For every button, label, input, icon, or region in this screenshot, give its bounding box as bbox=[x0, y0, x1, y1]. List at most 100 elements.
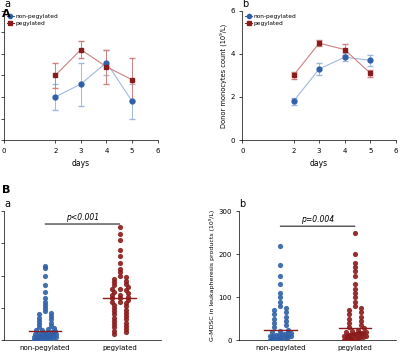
Point bbox=[277, 290, 284, 296]
Point bbox=[285, 334, 292, 340]
Point bbox=[42, 263, 48, 269]
Point bbox=[122, 287, 129, 293]
Point bbox=[36, 336, 43, 342]
Point bbox=[272, 336, 278, 342]
Point bbox=[116, 237, 123, 243]
Point bbox=[42, 305, 48, 311]
Legend: non-pegylated, pegylated: non-pegylated, pegylated bbox=[7, 14, 58, 26]
Text: b: b bbox=[242, 0, 248, 9]
Point bbox=[110, 328, 117, 333]
Point bbox=[344, 337, 350, 342]
Point bbox=[48, 310, 54, 316]
Point bbox=[352, 299, 358, 304]
Point bbox=[271, 307, 278, 313]
Point bbox=[122, 307, 129, 312]
Point bbox=[341, 337, 348, 343]
Point bbox=[38, 330, 45, 336]
Point bbox=[47, 335, 54, 341]
Point bbox=[288, 333, 294, 339]
Point bbox=[346, 316, 352, 322]
Point bbox=[36, 321, 42, 327]
Point bbox=[110, 324, 117, 330]
Point bbox=[352, 264, 358, 270]
Point bbox=[122, 320, 129, 325]
Point bbox=[274, 336, 281, 341]
Point bbox=[52, 334, 59, 340]
Point bbox=[31, 334, 38, 340]
Point bbox=[280, 335, 286, 341]
Point bbox=[352, 335, 358, 341]
Point bbox=[277, 299, 284, 304]
Point bbox=[358, 318, 364, 324]
Point bbox=[346, 332, 352, 338]
Point bbox=[343, 333, 350, 338]
Point bbox=[116, 266, 123, 272]
Point bbox=[108, 295, 115, 301]
Point bbox=[352, 290, 358, 296]
Point bbox=[52, 328, 58, 334]
Point bbox=[271, 316, 278, 322]
Point bbox=[362, 333, 369, 339]
Point bbox=[270, 333, 276, 338]
Point bbox=[48, 320, 54, 325]
Point bbox=[122, 281, 129, 287]
Point bbox=[283, 322, 290, 328]
Point bbox=[282, 334, 289, 340]
Point bbox=[122, 310, 129, 316]
Point bbox=[124, 284, 131, 290]
Point bbox=[278, 331, 285, 337]
Point bbox=[122, 303, 129, 309]
Point bbox=[110, 279, 117, 285]
Point bbox=[360, 330, 366, 336]
Text: A: A bbox=[2, 9, 11, 19]
Point bbox=[46, 332, 52, 338]
Point bbox=[51, 325, 57, 331]
Point bbox=[116, 292, 123, 298]
Point bbox=[35, 331, 42, 336]
Point bbox=[124, 297, 131, 303]
Point bbox=[349, 328, 355, 334]
Point bbox=[42, 336, 48, 342]
Point bbox=[355, 331, 362, 336]
X-axis label: days: days bbox=[72, 159, 90, 168]
Text: p<0.001: p<0.001 bbox=[66, 214, 99, 222]
Point bbox=[41, 333, 47, 339]
Point bbox=[352, 260, 358, 266]
Point bbox=[110, 312, 117, 317]
Point bbox=[355, 327, 361, 332]
Point bbox=[116, 260, 123, 266]
Point bbox=[277, 335, 284, 341]
Point bbox=[277, 273, 284, 279]
Point bbox=[352, 230, 358, 236]
Point bbox=[352, 294, 358, 300]
Text: a: a bbox=[4, 0, 10, 9]
Point bbox=[36, 315, 42, 321]
Point bbox=[277, 281, 284, 287]
Point bbox=[341, 333, 347, 339]
Point bbox=[122, 313, 129, 319]
Point bbox=[346, 312, 352, 317]
Point bbox=[116, 224, 123, 230]
Point bbox=[358, 314, 364, 320]
Point bbox=[352, 269, 358, 274]
Point bbox=[354, 335, 361, 341]
Point bbox=[122, 323, 129, 329]
Point bbox=[108, 292, 115, 298]
Point bbox=[346, 324, 352, 330]
Point bbox=[357, 334, 364, 340]
Point bbox=[48, 313, 54, 319]
Point bbox=[110, 315, 117, 321]
Point bbox=[283, 310, 290, 315]
Point bbox=[352, 286, 358, 291]
Y-axis label: Donor monocytes count (10⁹/L): Donor monocytes count (10⁹/L) bbox=[220, 23, 227, 127]
Point bbox=[36, 324, 42, 330]
Point bbox=[31, 337, 38, 343]
Point bbox=[283, 318, 290, 324]
Point bbox=[122, 274, 129, 280]
Point bbox=[34, 334, 40, 340]
Point bbox=[110, 282, 117, 288]
Point bbox=[32, 331, 38, 337]
Point bbox=[277, 294, 284, 300]
Text: b: b bbox=[239, 199, 246, 209]
Point bbox=[42, 265, 48, 270]
